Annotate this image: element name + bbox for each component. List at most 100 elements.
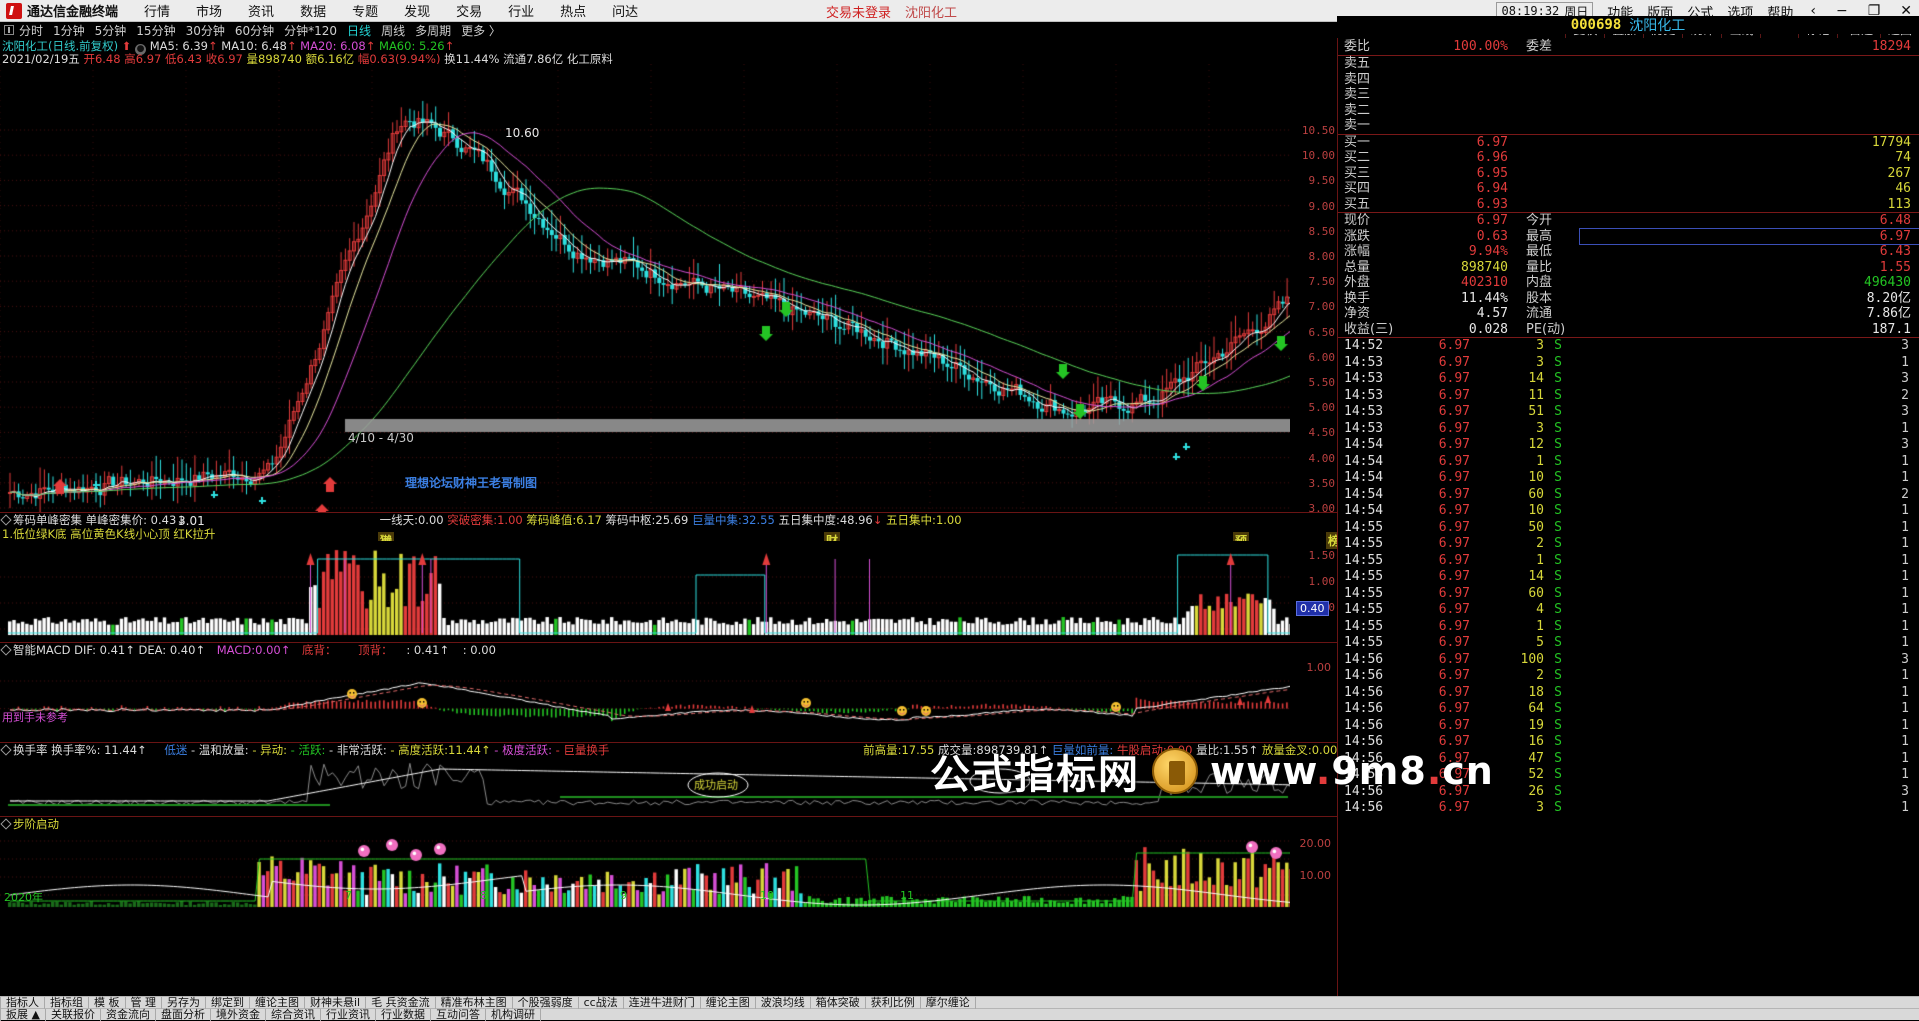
period-fenshi[interactable]: 分时: [19, 23, 44, 38]
tick-row[interactable]: 14:56 6.97 26 S 3: [1338, 784, 1919, 801]
menu-item-hangqing[interactable]: 行情: [144, 5, 171, 20]
diamond-icon-4[interactable]: [0, 818, 12, 830]
tick-row[interactable]: 14:54 6.97 12 S 3: [1338, 437, 1919, 454]
toolbar-button[interactable]: 绑定到: [206, 996, 250, 1009]
toolbar-button[interactable]: 综合资讯: [266, 1008, 321, 1021]
menu-item-jiaoyi[interactable]: 交易: [456, 5, 483, 20]
toolbar-button[interactable]: 资金流向: [101, 1008, 156, 1021]
indicator-pane-bujie[interactable]: 步阶启动 20.00 10.00 2020年 7 8 9 10 11: [0, 816, 1337, 916]
tick-list[interactable]: 14:52 6.97 3 S 3 14:53 6.97 3 S 1 14:53 6.97 14 S 3 14:…: [1338, 338, 1919, 817]
maximize-icon[interactable]: ❐: [1867, 3, 1881, 19]
tick-row[interactable]: 14:55 6.97 2 S 1: [1338, 536, 1919, 553]
toolbar-button[interactable]: 财神未悬il: [305, 996, 367, 1009]
turnover-canvas[interactable]: [0, 759, 1290, 815]
bid-row[interactable]: 买二 6.96 74: [1338, 150, 1919, 166]
main-menu[interactable]: 行情 市场 资讯 数据 专题 发现 交易 行业 热点 问达: [144, 1, 638, 20]
menu-item-shichang[interactable]: 市场: [196, 5, 223, 20]
tick-row[interactable]: 14:56 6.97 3 S 1: [1338, 800, 1919, 817]
menu-item-zhuanti[interactable]: 专题: [352, 5, 379, 20]
toolbar-button[interactable]: 指标人: [0, 996, 45, 1009]
chouma-histogram-canvas[interactable]: [0, 541, 1290, 641]
toolbar-button[interactable]: cc战法: [579, 996, 624, 1009]
tick-row[interactable]: 14:55 6.97 4 S 1: [1338, 602, 1919, 619]
period-30min[interactable]: 30分钟: [185, 23, 225, 38]
toolbar-button[interactable]: 关联报价: [46, 1008, 101, 1021]
ask-row[interactable]: 卖五: [1338, 56, 1919, 72]
toolbar-button[interactable]: 连进牛进财门: [624, 996, 701, 1009]
tick-row[interactable]: 14:55 6.97 14 S 1: [1338, 569, 1919, 586]
tick-row[interactable]: 14:54 6.97 1 S 1: [1338, 454, 1919, 471]
tick-row[interactable]: 14:53 6.97 11 S 2: [1338, 388, 1919, 405]
period-15min[interactable]: 15分钟: [136, 23, 176, 38]
toolbar-button[interactable]: 获利比例: [866, 996, 921, 1009]
toolbar-button[interactable]: 摩尔缠论: [921, 996, 976, 1009]
bujie-canvas[interactable]: [0, 833, 1290, 913]
tick-row[interactable]: 14:53 6.97 14 S 3: [1338, 371, 1919, 388]
bid-levels[interactable]: 买一 6.97 17794 买二 6.96 74 买三 6.95 267 买四 6.94 46 买五 6.…: [1338, 135, 1919, 213]
tick-row[interactable]: 14:53 6.97 51 S 3: [1338, 404, 1919, 421]
period-more[interactable]: 更多 〉: [461, 23, 501, 38]
indicator-pane-macd[interactable]: 智能MACD DIF: 0.41↑ DEA: 0.40↑ MACD:0.00↑ …: [0, 642, 1337, 742]
period-60min[interactable]: 60分钟: [234, 23, 275, 38]
bottom-toolbar-row1[interactable]: 指标人 指标组模 板管 理另存为 绑定到 缠论主图 财神未悬il 毛 兵资金流 精准布林主图…: [0, 996, 1919, 1009]
toolbar-button[interactable]: 另存为: [162, 996, 206, 1009]
toolbar-button[interactable]: 缠论主图: [701, 996, 756, 1009]
tick-row[interactable]: 14:54 6.97 10 S 1: [1338, 503, 1919, 520]
tick-row[interactable]: 14:53 6.97 3 S 1: [1338, 355, 1919, 372]
tick-row[interactable]: 14:56 6.97 2 S 1: [1338, 668, 1919, 685]
menu-item-zixun[interactable]: 资讯: [248, 5, 275, 20]
toolbar-button[interactable]: 盘面分析: [156, 1008, 211, 1021]
indicator-pane-turnover[interactable]: 换手率 换手率%: 11.44↑ 低迷 - 温和放量: - 异动: - 活跃: …: [0, 742, 1337, 816]
period-120min[interactable]: 分钟*120: [284, 23, 338, 38]
tick-row[interactable]: 14:55 6.97 5 S 1: [1338, 635, 1919, 652]
toolbar-button[interactable]: 个股强弱度: [513, 996, 579, 1009]
price-chart-pane[interactable]: 10.50 10.00 9.50 9.00 8.50 8.00 7.50 7.00 6.50 6.…: [0, 64, 1343, 549]
tick-row[interactable]: 14:54 6.97 10 S 1: [1338, 470, 1919, 487]
candlestick-canvas[interactable]: [0, 64, 1290, 512]
bid-row[interactable]: 买三 6.95 267: [1338, 166, 1919, 182]
layout-toggle-icon[interactable]: [4, 25, 14, 35]
back-icon[interactable]: ‹: [1810, 3, 1816, 19]
toolbar-button[interactable]: 精准布林主图: [436, 996, 513, 1009]
ask-row[interactable]: 卖一: [1338, 118, 1919, 134]
toolbar-button[interactable]: 波浪均线: [756, 996, 811, 1009]
menu-item-hangye[interactable]: 行业: [508, 5, 535, 20]
minimize-icon[interactable]: −: [1835, 3, 1848, 19]
toolbar-button[interactable]: 境外资金: [211, 1008, 266, 1021]
toolbar-button[interactable]: 管 理: [126, 996, 162, 1009]
tick-row[interactable]: 14:54 6.97 60 S 2: [1338, 487, 1919, 504]
tick-row[interactable]: 14:53 6.97 3 S 1: [1338, 421, 1919, 438]
toolbar-button[interactable]: 互动问答: [431, 1008, 486, 1021]
ask-levels[interactable]: 卖五 卖四 卖三 卖二 卖一: [1338, 56, 1919, 134]
ask-row[interactable]: 卖三: [1338, 87, 1919, 103]
tick-row[interactable]: 14:52 6.97 3 S 3: [1338, 338, 1919, 355]
tick-row[interactable]: 14:56 6.97 100 S 3: [1338, 652, 1919, 669]
tick-row[interactable]: 14:56 6.97 64 S 1: [1338, 701, 1919, 718]
diamond-icon-2[interactable]: [0, 644, 12, 656]
bid-row[interactable]: 买四 6.94 46: [1338, 181, 1919, 197]
toolbar-button[interactable]: 行业资讯: [321, 1008, 376, 1021]
period-multi[interactable]: 多周期: [415, 23, 452, 38]
menu-item-wenda[interactable]: 问达: [612, 5, 639, 20]
current-stock-label[interactable]: 沈阳化工: [905, 6, 958, 21]
tick-row[interactable]: 14:55 6.97 60 S 1: [1338, 586, 1919, 603]
close-icon[interactable]: ✕: [1900, 3, 1912, 19]
macd-canvas[interactable]: [0, 659, 1290, 739]
indicator-pane-chouma[interactable]: 筹码单峰密集 单峰密集价: 0.43↓ 一线天:0.00 突破密集:1.00 筹…: [0, 512, 1337, 642]
bid-row[interactable]: 买一 6.97 17794: [1338, 135, 1919, 151]
menu-item-redian[interactable]: 热点: [560, 5, 587, 20]
toolbar-button[interactable]: 指标组: [45, 996, 89, 1009]
tick-row[interactable]: 14:55 6.97 1 S 1: [1338, 619, 1919, 636]
tick-row[interactable]: 14:56 6.97 18 S 1: [1338, 685, 1919, 702]
bid-row[interactable]: 买五 6.93 113: [1338, 197, 1919, 213]
toolbar-button[interactable]: 缠论主图: [250, 996, 305, 1009]
toolbar-button[interactable]: 行业数据: [376, 1008, 431, 1021]
diamond-icon-3[interactable]: [0, 744, 12, 756]
toolbar-button[interactable]: 毛 兵资金流: [366, 996, 436, 1009]
period-1min[interactable]: 1分钟: [53, 23, 85, 38]
period-5min[interactable]: 5分钟: [94, 23, 127, 38]
period-daily[interactable]: 日线: [347, 23, 372, 38]
tick-row[interactable]: 14:56 6.97 47 S 1: [1338, 751, 1919, 768]
toolbar-button[interactable]: 箱体突破: [811, 996, 866, 1009]
ask-row[interactable]: 卖四: [1338, 72, 1919, 88]
